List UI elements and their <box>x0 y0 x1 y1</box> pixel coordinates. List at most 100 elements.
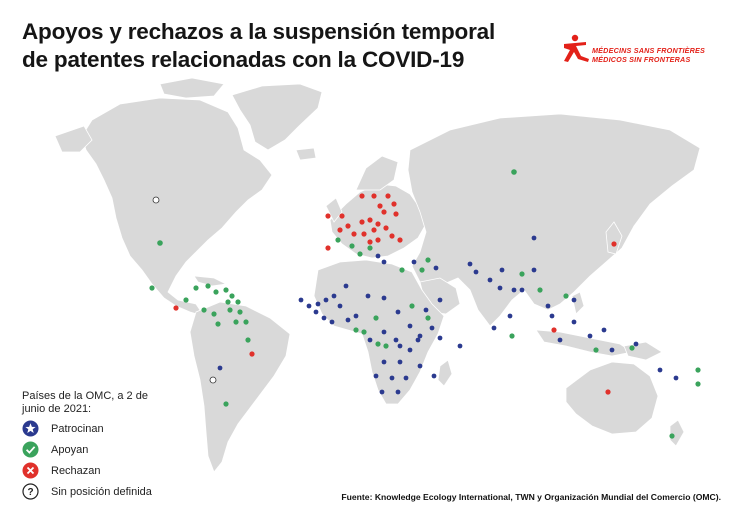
country-marker-apoyan <box>201 307 207 313</box>
british-isles <box>325 197 343 223</box>
country-marker-rechazan <box>345 223 351 229</box>
country-marker-apoyan <box>243 319 249 325</box>
country-marker-apoyan <box>213 289 219 295</box>
legend-label-patrocinan: Patrocinan <box>51 422 104 435</box>
country-marker-rechazan <box>339 213 345 219</box>
msf-running-man-icon <box>564 34 589 62</box>
country-marker-sin-posicion <box>209 376 217 384</box>
country-marker-patrocinan <box>217 365 223 371</box>
country-marker-apoyan <box>629 345 635 351</box>
country-marker-patrocinan <box>511 287 517 293</box>
country-marker-apoyan <box>229 293 235 299</box>
country-marker-rechazan <box>375 237 381 243</box>
country-marker-patrocinan <box>315 301 321 307</box>
country-marker-rechazan <box>375 221 381 227</box>
country-marker-apoyan <box>353 327 359 333</box>
country-marker-patrocinan <box>323 297 329 303</box>
country-marker-patrocinan <box>417 363 423 369</box>
africa <box>313 259 445 405</box>
legend: Países de la OMC, a 2 de junio de 2021: … <box>22 390 172 503</box>
country-marker-apoyan <box>215 321 221 327</box>
country-marker-patrocinan <box>407 323 413 329</box>
country-marker-apoyan <box>375 341 381 347</box>
country-marker-rechazan <box>377 203 383 209</box>
markers-apoyan <box>149 169 701 439</box>
alaska <box>54 125 93 153</box>
country-marker-rechazan <box>337 227 343 233</box>
country-marker-patrocinan <box>415 337 421 343</box>
country-marker-patrocinan <box>423 307 429 313</box>
country-marker-patrocinan <box>411 259 417 265</box>
country-marker-apoyan <box>361 329 367 335</box>
country-marker-patrocinan <box>397 359 403 365</box>
indonesia <box>535 329 634 357</box>
japan <box>605 221 623 255</box>
country-marker-apoyan <box>223 401 229 407</box>
country-marker-apoyan <box>357 251 363 257</box>
iceland <box>295 147 317 161</box>
greenland <box>231 83 323 151</box>
land-masses <box>54 77 701 473</box>
caribbean <box>193 275 228 287</box>
country-marker-patrocinan <box>549 313 555 319</box>
country-marker-patrocinan <box>331 293 337 299</box>
country-marker-rechazan <box>249 351 255 357</box>
country-marker-rechazan <box>371 227 377 233</box>
country-marker-patrocinan <box>499 267 505 273</box>
legend-label-rechazan: Rechazan <box>51 464 101 477</box>
country-marker-rechazan <box>325 245 331 251</box>
country-marker-apoyan <box>409 303 415 309</box>
country-marker-apoyan <box>373 315 379 321</box>
country-marker-patrocinan <box>467 261 473 267</box>
country-marker-rechazan <box>371 193 377 199</box>
country-marker-apoyan <box>237 309 243 315</box>
country-marker-apoyan <box>225 299 231 305</box>
country-marker-rechazan <box>551 327 557 333</box>
country-marker-rechazan <box>611 241 617 247</box>
country-marker-patrocinan <box>395 309 401 315</box>
country-marker-patrocinan <box>329 319 335 325</box>
country-marker-patrocinan <box>571 297 577 303</box>
markers-sin-posicion <box>152 196 217 384</box>
map-title: Apoyos y rechazos a la suspensión tempor… <box>22 19 495 72</box>
country-marker-rechazan <box>359 219 365 225</box>
svg-text:?: ? <box>27 487 33 498</box>
legend-item-patrocinan: Patrocinan <box>22 419 172 438</box>
country-marker-apoyan <box>419 267 425 273</box>
country-marker-patrocinan <box>507 313 513 319</box>
country-marker-apoyan <box>593 347 599 353</box>
country-marker-patrocinan <box>557 337 563 343</box>
country-marker-patrocinan <box>381 359 387 365</box>
country-marker-apoyan <box>211 311 217 317</box>
country-marker-patrocinan <box>657 367 663 373</box>
source-note: Fuente: Knowledge Ecology International,… <box>341 492 721 502</box>
country-marker-apoyan <box>157 240 163 246</box>
country-marker-apoyan <box>245 337 251 343</box>
country-marker-patrocinan <box>437 297 443 303</box>
logo-line1: MÉDECINS SANS FRONTIÈRES <box>592 46 706 55</box>
country-marker-patrocinan <box>393 337 399 343</box>
country-marker-patrocinan <box>381 259 387 265</box>
legend-item-sin-posicion: ? Sin posición definida <box>22 482 172 501</box>
country-marker-rechazan <box>383 225 389 231</box>
country-marker-rechazan <box>385 193 391 199</box>
country-marker-patrocinan <box>609 347 615 353</box>
country-marker-rechazan <box>397 237 403 243</box>
country-marker-patrocinan <box>403 375 409 381</box>
country-marker-apoyan <box>383 343 389 349</box>
msf-logo: MÉDECINS SANS FRONTIÈRES MÉDICOS SIN FRO… <box>556 30 716 74</box>
country-marker-apoyan <box>537 287 543 293</box>
x-icon <box>22 462 39 479</box>
country-marker-patrocinan <box>343 283 349 289</box>
country-marker-apoyan <box>519 271 525 277</box>
country-marker-patrocinan <box>337 303 343 309</box>
country-marker-rechazan <box>359 193 365 199</box>
country-marker-patrocinan <box>389 375 395 381</box>
country-marker-patrocinan <box>587 333 593 339</box>
legend-label-sin-posicion: Sin posición definida <box>51 485 152 498</box>
country-marker-patrocinan <box>397 343 403 349</box>
country-marker-rechazan <box>173 305 179 311</box>
country-marker-apoyan <box>205 283 211 289</box>
legend-item-rechazan: Rechazan <box>22 461 172 480</box>
